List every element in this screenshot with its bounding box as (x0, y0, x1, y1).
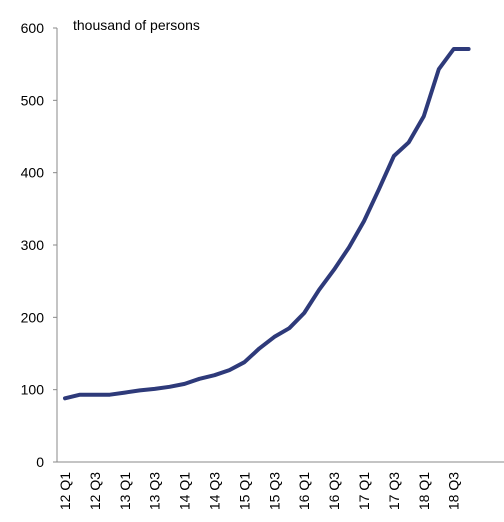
y-tick-label: 0 (36, 454, 44, 470)
x-tick-label: 16 Q3 (326, 472, 342, 510)
series-line (63, 47, 471, 401)
x-tick-label: 14 Q3 (207, 472, 223, 510)
x-axis-ticks: 12 Q1 12 Q3 13 Q1 13 Q3 14 Q1 14 Q3 15 Q1 15 Q3… (57, 472, 462, 510)
x-tick-label: 12 Q3 (87, 472, 103, 510)
x-tick-label: 17 Q1 (356, 472, 372, 510)
y-tick-label: 200 (21, 309, 45, 325)
y-tick-label: 600 (21, 20, 45, 36)
y-axis-ticks: 0 100 200 300 400 500 600 (21, 20, 57, 470)
x-tick-label: 17 Q3 (386, 472, 402, 510)
y-tick-label: 100 (21, 382, 45, 398)
unit-label: thousand of persons (73, 17, 200, 33)
x-tick-label: 16 Q1 (296, 472, 312, 510)
y-tick-label: 300 (21, 237, 45, 253)
x-tick-label: 13 Q1 (117, 472, 133, 510)
y-tick-label: 500 (21, 92, 45, 108)
x-tick-label: 14 Q1 (177, 472, 193, 510)
x-tick-label: 18 Q3 (446, 472, 462, 510)
x-tick-label: 12 Q1 (57, 472, 73, 510)
x-tick-label: 13 Q3 (147, 472, 163, 510)
x-tick-label: 15 Q3 (266, 472, 282, 510)
x-tick-label: 15 Q1 (236, 472, 252, 510)
y-tick-label: 400 (21, 165, 45, 181)
x-tick-label: 18 Q1 (416, 472, 432, 510)
